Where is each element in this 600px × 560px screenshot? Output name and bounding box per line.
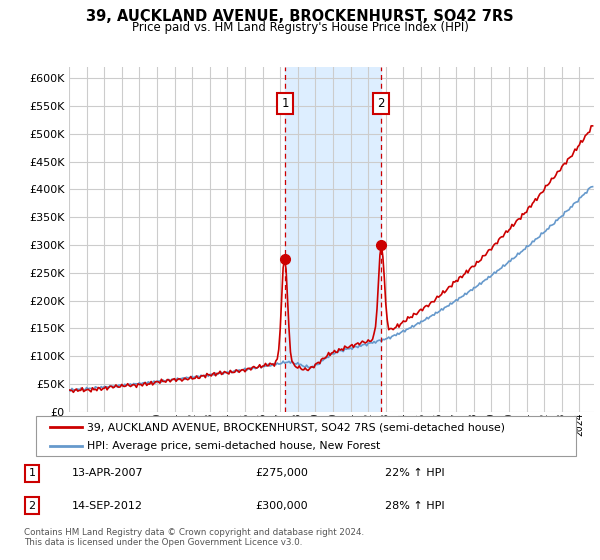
FancyBboxPatch shape — [36, 416, 576, 456]
Text: 14-SEP-2012: 14-SEP-2012 — [71, 501, 143, 511]
Text: 22% ↑ HPI: 22% ↑ HPI — [385, 468, 444, 478]
Text: 2: 2 — [29, 501, 35, 511]
Text: Contains HM Land Registry data © Crown copyright and database right 2024.
This d: Contains HM Land Registry data © Crown c… — [24, 528, 364, 547]
Text: £300,000: £300,000 — [255, 501, 308, 511]
Text: 13-APR-2007: 13-APR-2007 — [71, 468, 143, 478]
Text: 1: 1 — [281, 97, 289, 110]
Bar — [285, 67, 380, 412]
Text: £275,000: £275,000 — [255, 468, 308, 478]
Text: HPI: Average price, semi-detached house, New Forest: HPI: Average price, semi-detached house,… — [88, 441, 380, 451]
Text: 39, AUCKLAND AVENUE, BROCKENHURST, SO42 7RS: 39, AUCKLAND AVENUE, BROCKENHURST, SO42 … — [86, 9, 514, 24]
Text: Price paid vs. HM Land Registry's House Price Index (HPI): Price paid vs. HM Land Registry's House … — [131, 21, 469, 34]
Text: 2: 2 — [377, 97, 385, 110]
Text: 39, AUCKLAND AVENUE, BROCKENHURST, SO42 7RS (semi-detached house): 39, AUCKLAND AVENUE, BROCKENHURST, SO42 … — [88, 422, 505, 432]
Text: 1: 1 — [29, 468, 35, 478]
Text: 28% ↑ HPI: 28% ↑ HPI — [385, 501, 444, 511]
